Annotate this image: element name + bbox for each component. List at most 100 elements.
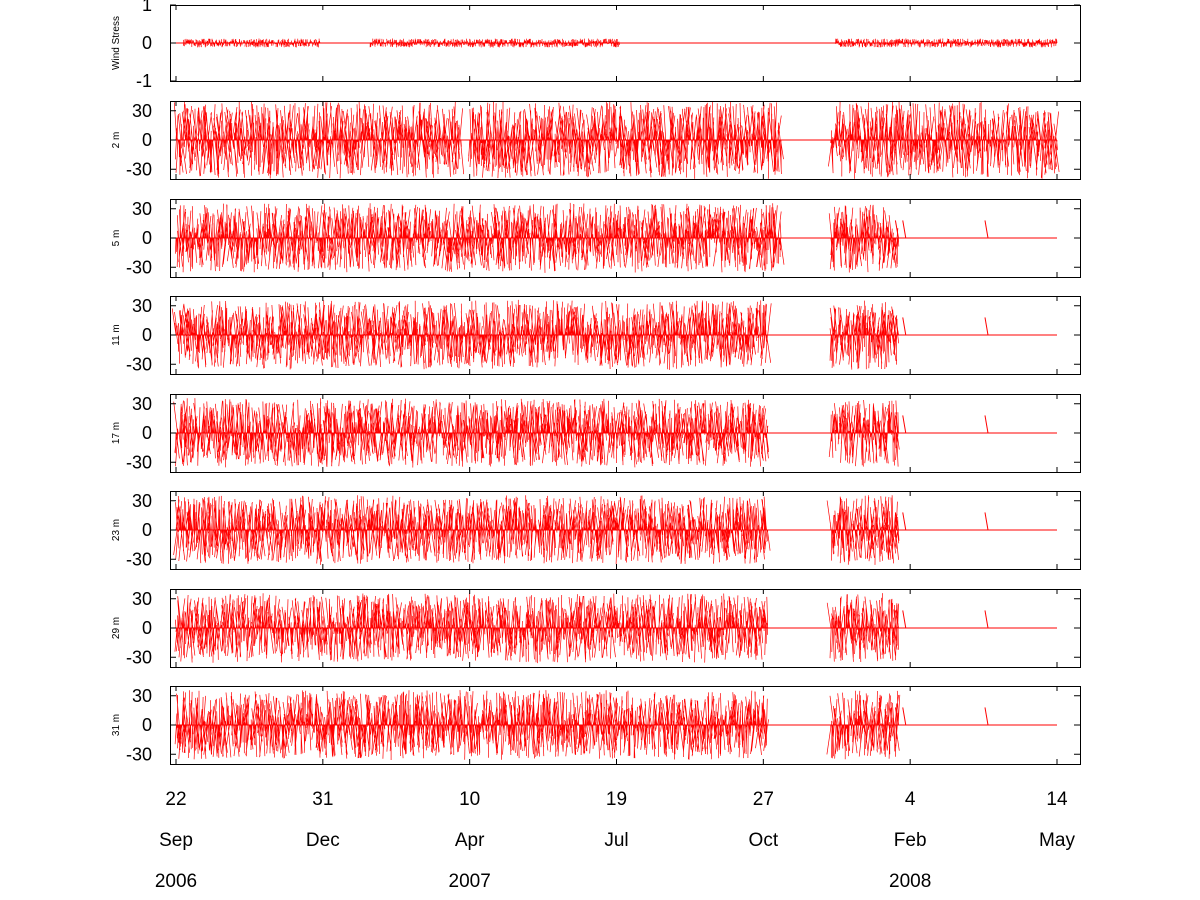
x-month-label: Dec [306, 830, 340, 851]
y-tick-label: 0 [142, 715, 152, 735]
x-day-label: 22 [165, 789, 186, 810]
stick-series [828, 101, 1060, 179]
x-day-label: 14 [1046, 789, 1068, 810]
stick-series [826, 690, 901, 760]
x-year-label: 2008 [889, 871, 931, 892]
sticks [174, 593, 1057, 664]
panel-31-m: 30 0 -30 31 m [111, 686, 1081, 765]
y-tick-label: 0 [142, 325, 152, 345]
x-month-label: Oct [749, 830, 779, 851]
sticks [171, 299, 1057, 370]
sticks [175, 202, 1057, 273]
stick-marker [984, 220, 989, 239]
y-tick-label: 0 [142, 520, 152, 540]
panel-ylabel: 11 m [111, 324, 122, 346]
y-tick-label: -1 [136, 71, 152, 91]
y-tick-label: -30 [126, 159, 152, 179]
panel-29-m: 30 0 -30 29 m [111, 589, 1081, 668]
stick-marker [902, 220, 907, 239]
panel-wind-stress: 1 0 -1 Wind Stress [111, 0, 1081, 91]
stick-marker [894, 512, 899, 531]
sticks [174, 690, 1057, 760]
stick-marker [902, 707, 907, 726]
x-day-label: 10 [459, 789, 480, 810]
y-tick-label: -30 [126, 549, 152, 569]
y-tick-label: 0 [142, 423, 152, 443]
stick-marker [902, 610, 907, 629]
sticks [176, 38, 1058, 48]
panel-ylabel: 2 m [111, 132, 122, 149]
stick-marker [984, 707, 989, 726]
stick-series [369, 38, 620, 48]
x-month-label: Jul [604, 830, 628, 851]
panel-11-m: 30 0 -30 11 m [111, 296, 1081, 375]
y-tick-label: 0 [142, 130, 152, 150]
panel-ylabel: 29 m [111, 617, 122, 639]
panel-23-m: 30 0 -30 23 m [111, 491, 1081, 570]
panel-5-m: 30 0 -30 5 m [111, 199, 1081, 278]
stick-series [182, 38, 321, 48]
stick-marker [902, 317, 907, 336]
sticks [173, 495, 1057, 565]
stick-marker [894, 610, 899, 629]
x-year-label: 2007 [449, 871, 491, 892]
x-month-label: Feb [894, 830, 927, 851]
stick-series [174, 690, 769, 760]
x-day-label: 19 [606, 789, 627, 810]
y-tick-label: -30 [126, 647, 152, 667]
y-tick-label: 30 [132, 296, 152, 316]
stick-marker [894, 707, 899, 726]
stick-marker [894, 317, 899, 336]
y-tick-label: 30 [132, 101, 152, 121]
y-tick-label: 30 [132, 491, 152, 511]
stick-series [171, 299, 772, 370]
y-tick-label: -30 [126, 744, 152, 764]
x-day-label: 31 [312, 789, 333, 810]
panel-ylabel: 5 m [111, 230, 122, 247]
panel-ylabel: Wind Stress [111, 16, 122, 70]
x-axis-labels: 22 Sep 31 Dec 10 Apr 19 Jul 27 Oct 4 Feb 14 May 2006 20… [155, 789, 1076, 892]
stick-series [829, 300, 900, 370]
x-month-label: Apr [455, 830, 485, 851]
y-tick-label: 30 [132, 686, 152, 706]
y-tick-label: -30 [126, 452, 152, 472]
stick-marker [894, 415, 899, 434]
panel-ylabel: 17 m [111, 422, 122, 444]
panel-2-m: 30 0 -30 2 m [111, 101, 1081, 180]
stick-series [173, 101, 465, 179]
stick-series [826, 593, 899, 663]
sticks [173, 101, 1060, 179]
stick-marker [894, 220, 899, 239]
y-tick-label: 30 [132, 394, 152, 414]
panel-ylabel: 23 m [111, 519, 122, 541]
y-tick-label: 30 [132, 199, 152, 219]
stick-series [173, 398, 770, 468]
stick-series [175, 202, 665, 273]
stick-series [828, 399, 900, 467]
y-tick-label: 0 [142, 618, 152, 638]
stick-series [174, 593, 769, 664]
y-tick-label: 1 [142, 0, 152, 15]
y-tick-label: 30 [132, 589, 152, 609]
stick-marker [902, 415, 907, 434]
stick-marker [984, 512, 989, 531]
stick-series [660, 101, 784, 179]
y-tick-label: -30 [126, 354, 152, 374]
stick-series [468, 101, 666, 179]
x-month-label: Sep [159, 830, 193, 851]
y-tick-label: -30 [126, 257, 152, 277]
stick-series [660, 203, 785, 273]
panel-ylabel: 31 m [111, 714, 122, 736]
stick-marker [984, 415, 989, 434]
stick-marker [984, 317, 989, 336]
sticks [173, 398, 1057, 468]
y-tick-label: 0 [142, 228, 152, 248]
stick-marker [984, 610, 989, 629]
panel-17-m: 30 0 -30 17 m [111, 394, 1081, 473]
y-tick-label: 0 [142, 33, 152, 53]
x-month-label: May [1039, 830, 1075, 851]
stick-marker [902, 512, 907, 531]
stick-series [828, 204, 900, 273]
